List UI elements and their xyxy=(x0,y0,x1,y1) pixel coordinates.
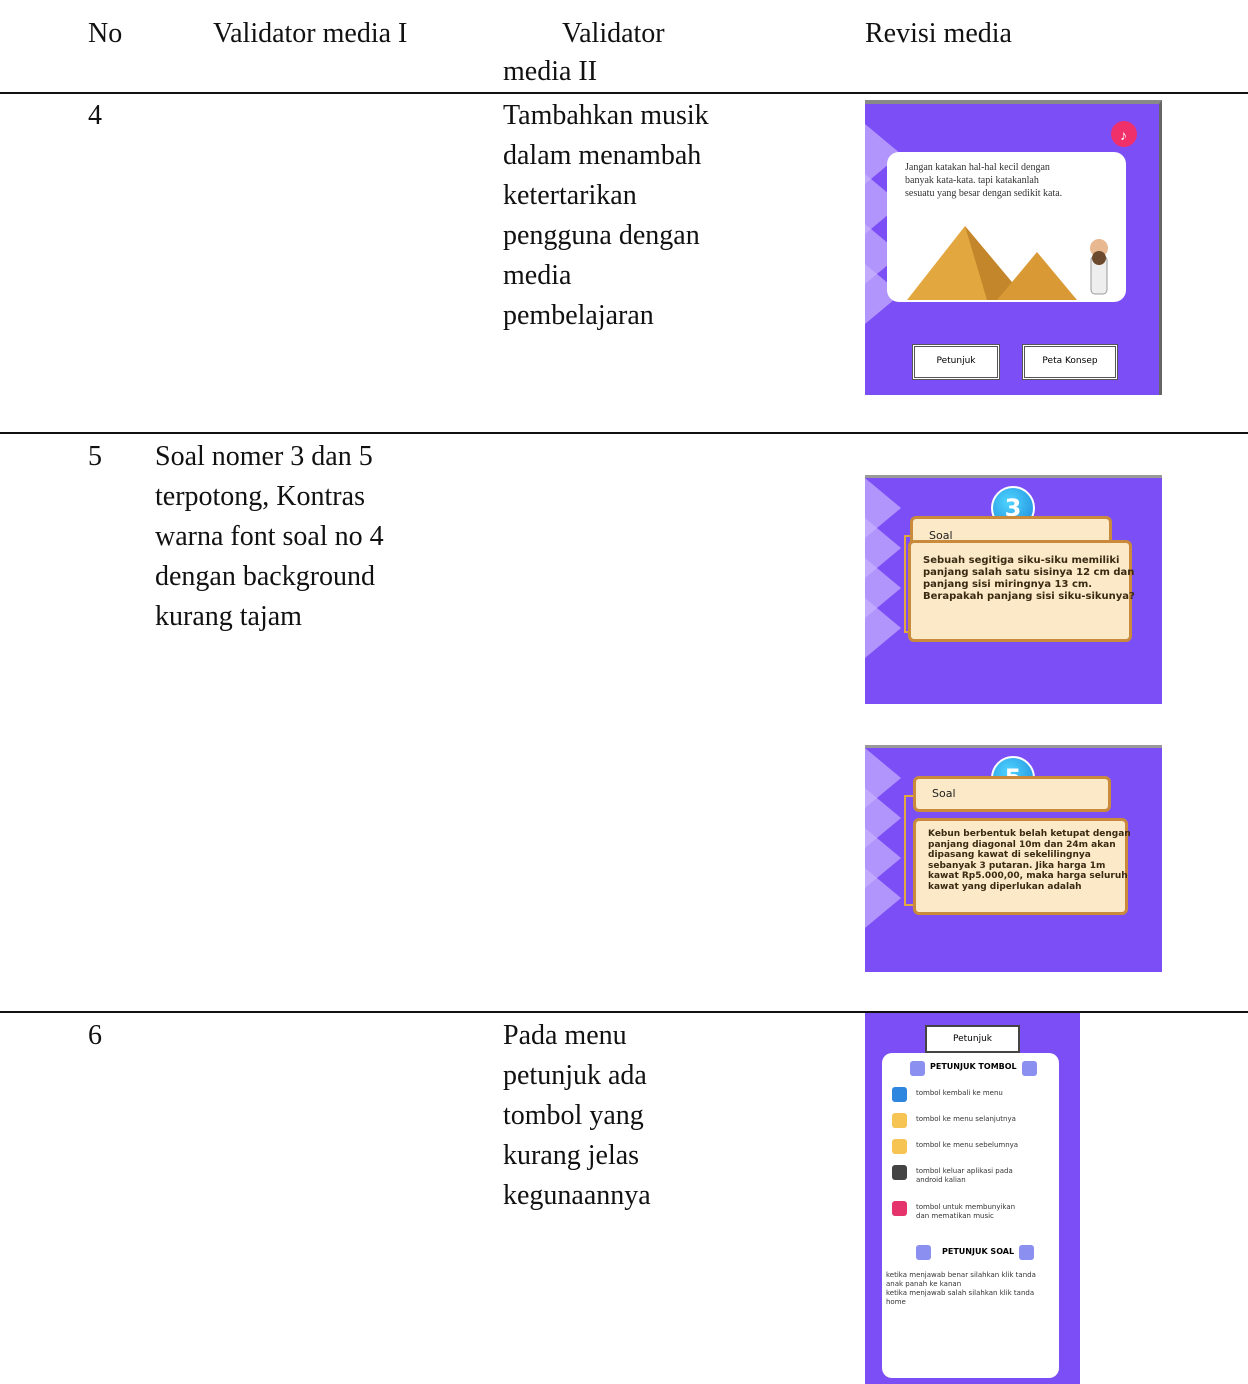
help-item: tombol untuk membunyikan xyxy=(916,1203,1016,1211)
question-text: Sebuah segitiga siku-siku memiliki xyxy=(923,555,1120,566)
help-item: tombol kembali ke menu xyxy=(916,1089,1003,1097)
media-screenshot: 5SoalKebun berbentuk belah ketupat denga… xyxy=(865,745,1162,972)
table-rule xyxy=(0,432,1248,434)
validator-note: pengguna dengan xyxy=(503,220,700,251)
question-text: sebanyak 3 putaran. Jika harga 1m xyxy=(928,860,1106,871)
number-label: 3 xyxy=(1004,494,1022,522)
row-number: 6 xyxy=(88,1020,102,1051)
help-heading: PETUNJUK TOMBOL xyxy=(930,1062,1017,1071)
table-rule xyxy=(0,92,1248,94)
validator-note: media xyxy=(503,260,572,291)
validator-note: ketertarikan xyxy=(503,180,637,211)
decoration: ♪ xyxy=(865,121,1137,324)
validator-note: tombol yang xyxy=(503,1100,644,1131)
icon xyxy=(1022,1061,1037,1076)
button-label: Petunjuk xyxy=(936,356,976,366)
button-label: Peta Konsep xyxy=(1042,356,1098,366)
row-number: 5 xyxy=(88,441,102,472)
validator-note: warna font soal no 4 xyxy=(155,521,384,552)
question-text: panjang sisi miringnya 13 cm. xyxy=(923,579,1093,590)
label-box: Soal xyxy=(913,776,1111,812)
question-text: Kebun berbentuk belah ketupat dengan xyxy=(928,829,1131,839)
question-text: dipasang kawat di sekelilingnya xyxy=(928,850,1091,860)
row-number: 4 xyxy=(88,100,102,131)
validator-note: pembelajaran xyxy=(503,300,654,331)
validator-note: Soal nomer 3 dan 5 xyxy=(155,441,373,472)
validator-note: kurang jelas xyxy=(503,1140,640,1171)
table-rule xyxy=(0,1011,1248,1013)
question-box: Sebuah segitiga siku-siku memiliki panjan… xyxy=(908,540,1135,642)
label-text: Soal xyxy=(932,787,956,800)
svg-text:♪: ♪ xyxy=(1120,129,1127,144)
validator-note: kegunaannya xyxy=(503,1180,651,1211)
help-card: PETUNJUK TOMBOL tombol kembali ke menu tom… xyxy=(882,1053,1059,1378)
media-screenshot: 3 Soal Sebuah segitiga siku-siku memiliki p… xyxy=(865,475,1162,704)
media-button: Petunjuk xyxy=(925,1025,1020,1053)
media-screenshot: ♪ Jangan katakan hal-hal kecil dengan bany… xyxy=(865,100,1162,395)
validator-note: dalam menambah xyxy=(503,140,702,171)
header-validator-2: media II xyxy=(503,56,598,87)
help-note: ketika menjawab salah silahkan klik tand… xyxy=(886,1289,1035,1297)
header-validator-1: Validator media I xyxy=(213,18,408,49)
quote-text: banyak kata-kata. tapi katakanlah xyxy=(905,175,1039,186)
label-text: Soal xyxy=(929,529,953,542)
help-item: dan mematikan music xyxy=(916,1212,994,1220)
help-note: home xyxy=(886,1298,906,1306)
header-validator-2: Validator xyxy=(562,18,665,49)
validator-note: terpotong, Kontras xyxy=(155,481,365,512)
help-item: tombol ke menu selanjutnya xyxy=(916,1115,1016,1123)
validator-note: Tambahkan musik xyxy=(503,100,709,131)
icon xyxy=(1019,1245,1034,1260)
icon xyxy=(910,1061,925,1076)
icon xyxy=(892,1165,907,1180)
help-item: tombol keluar aplikasi pada xyxy=(916,1167,1013,1175)
validator-note: kurang tajam xyxy=(155,601,302,632)
question-text: kawat yang diperlukan adalah xyxy=(928,881,1082,892)
validator-note: dengan background xyxy=(155,561,376,592)
validator-note: petunjuk ada xyxy=(503,1060,647,1091)
button-label: Petunjuk xyxy=(953,1034,992,1044)
help-heading: PETUNJUK SOAL xyxy=(942,1247,1015,1256)
media-button: Petunjuk xyxy=(912,344,1000,380)
decoration xyxy=(865,748,913,928)
quote-card: Jangan katakan hal-hal kecil dengan banya… xyxy=(887,152,1126,302)
media-screenshot: Petunjuk PETUNJUK TOMBOL tombol kembali ke… xyxy=(865,1013,1080,1384)
question-text: kawat Rp5.000,00, maka harga seluruh xyxy=(928,871,1128,881)
question-text: panjang salah satu sisinya 12 cm dan xyxy=(923,567,1135,578)
question-box: Kebun berbentuk belah ketupat dengan panj… xyxy=(913,818,1131,915)
icon xyxy=(916,1245,931,1260)
icon xyxy=(892,1087,907,1102)
validator-note: Pada menu xyxy=(503,1020,627,1051)
icon xyxy=(892,1113,907,1128)
header-no: No xyxy=(88,18,123,49)
header-revision: Revisi media xyxy=(865,18,1012,49)
question-text: panjang diagonal 10m dan 24m akan xyxy=(928,839,1116,850)
question-text: Berapakah panjang sisi siku-sikunya? xyxy=(923,591,1135,602)
quote-text: Jangan katakan hal-hal kecil dengan xyxy=(905,162,1050,173)
help-item: android kalian xyxy=(916,1176,966,1184)
help-note: ketika menjawab benar silahkan klik tand… xyxy=(886,1271,1036,1279)
icon xyxy=(892,1139,907,1154)
decoration xyxy=(865,478,913,658)
icon xyxy=(892,1201,907,1216)
quote-text: sesuatu yang besar dengan sedikit kata. xyxy=(905,188,1063,199)
media-button: Peta Konsep xyxy=(1022,344,1118,380)
help-note: anak panah ke kanan xyxy=(886,1280,962,1288)
decoration xyxy=(907,226,1108,300)
help-item: tombol ke menu sebelumnya xyxy=(916,1141,1019,1149)
